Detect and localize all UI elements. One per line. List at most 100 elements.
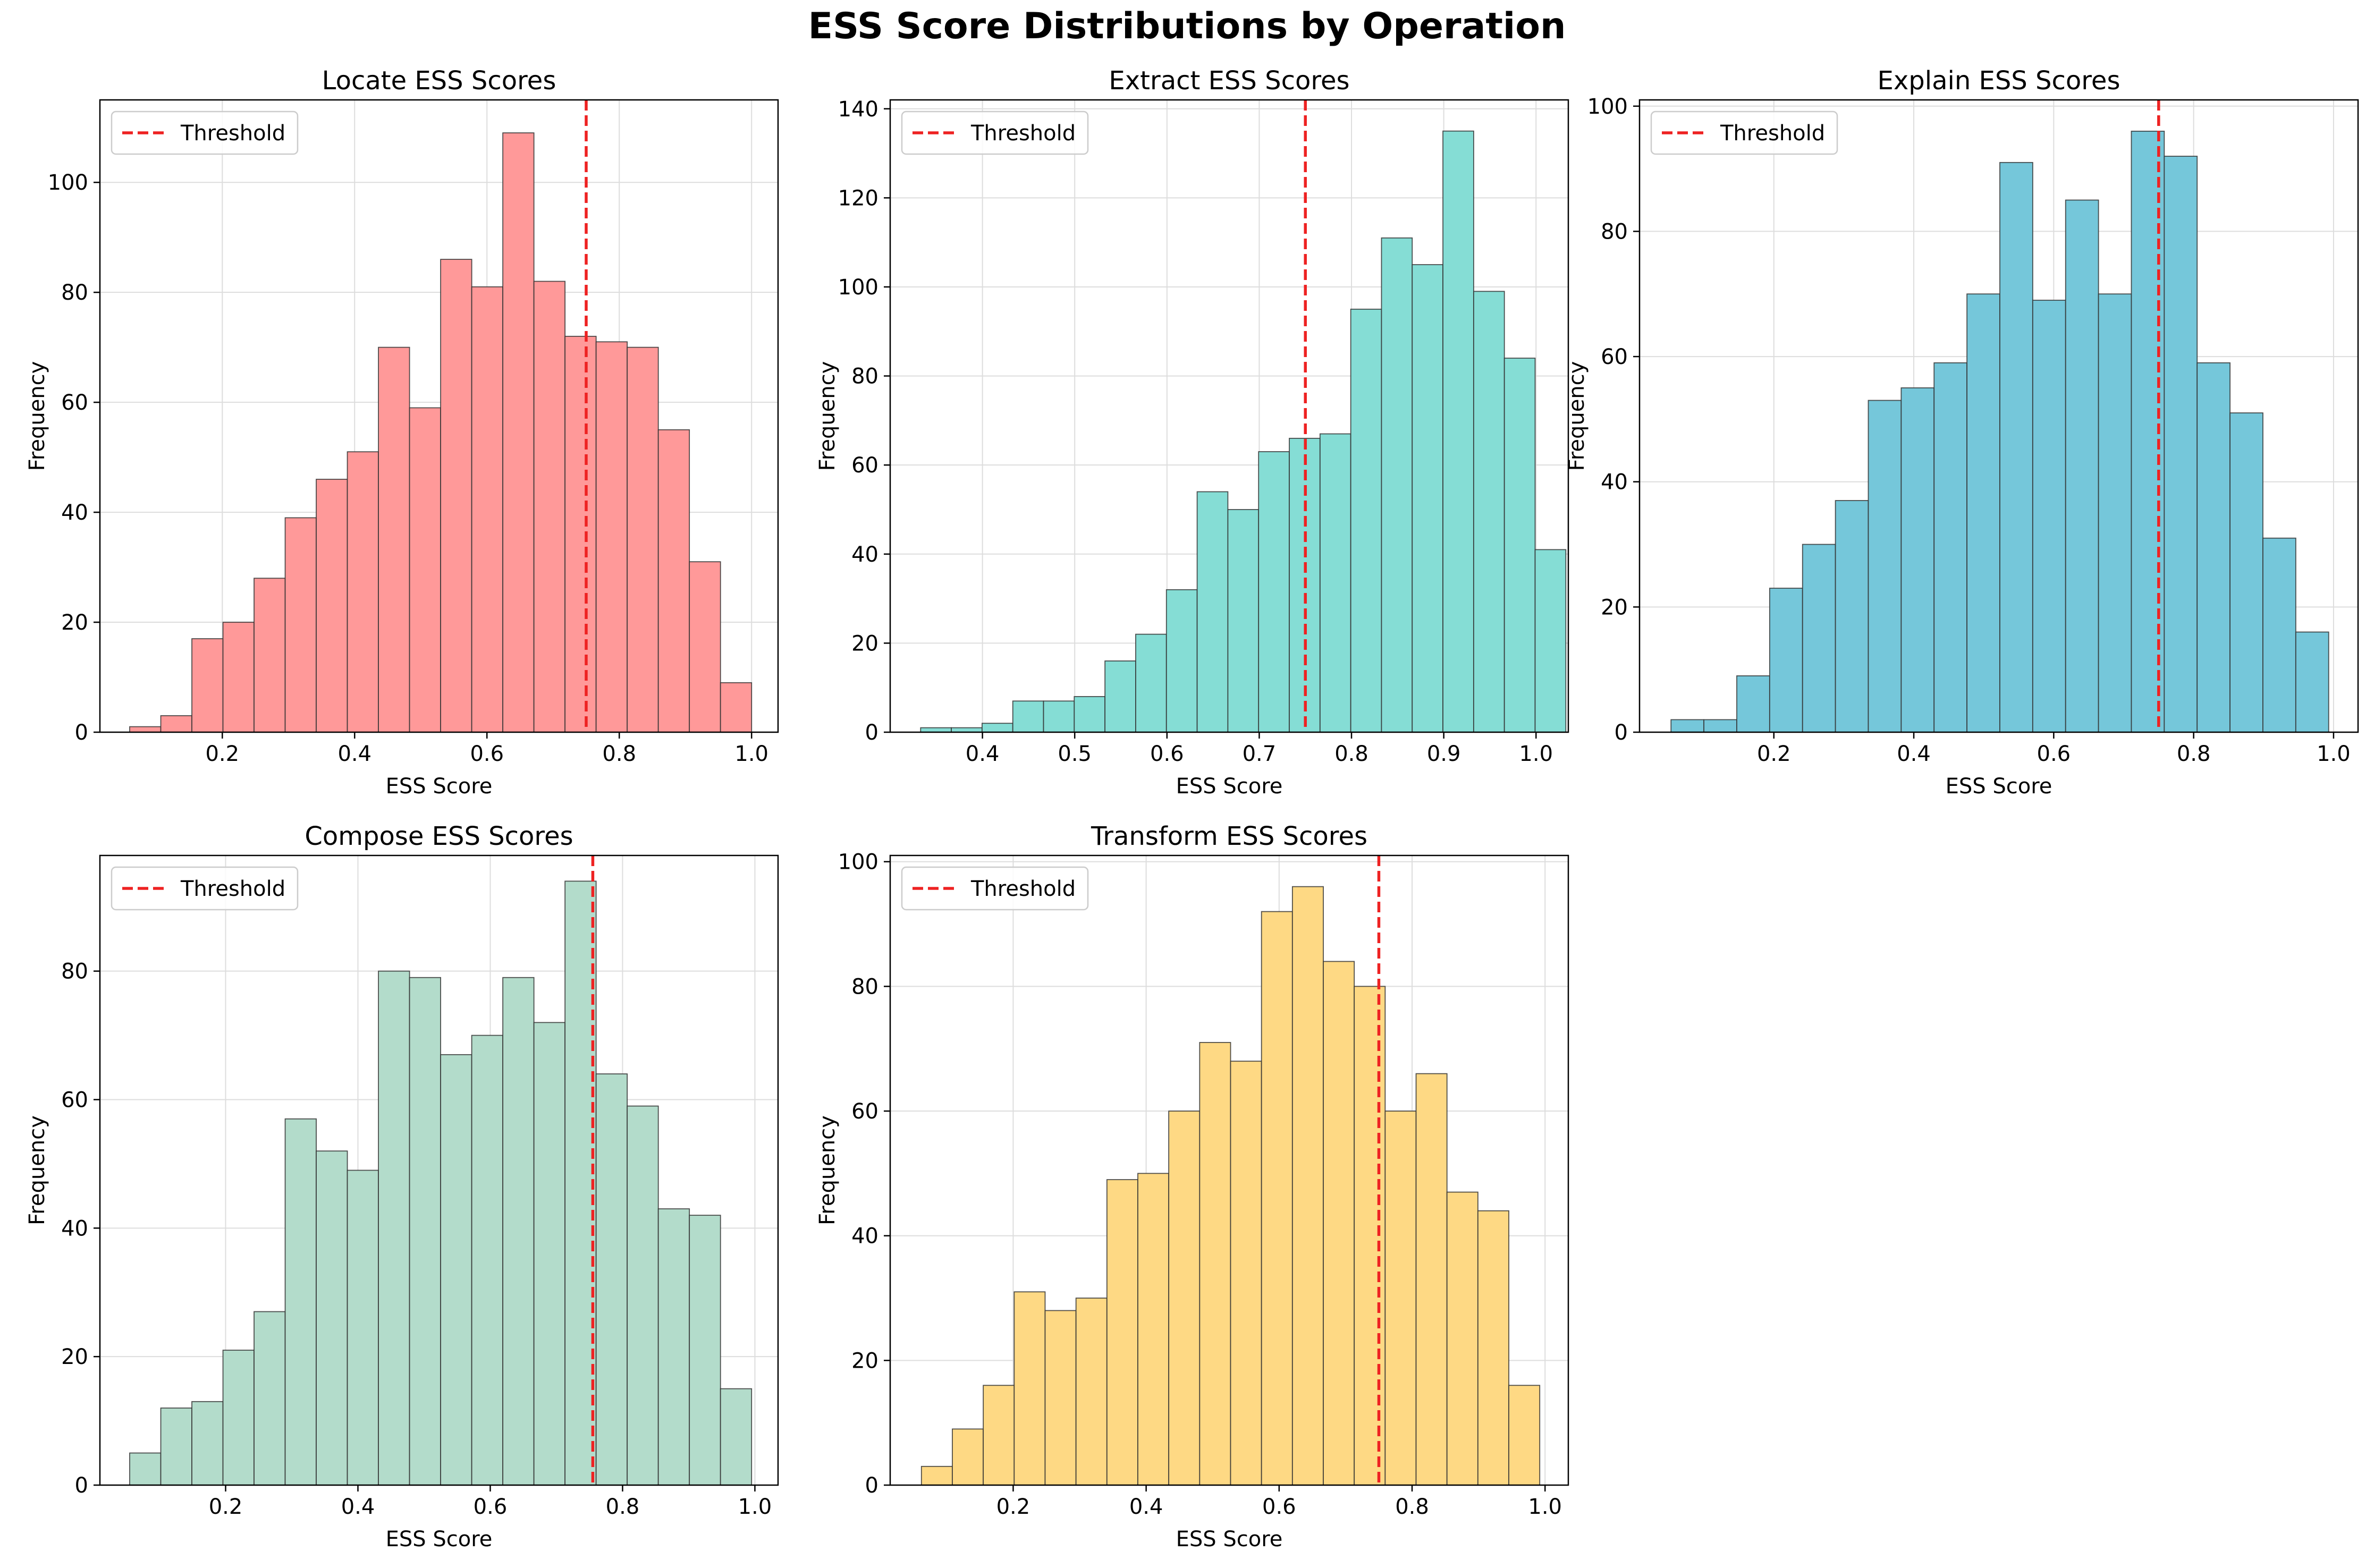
y-tick-label: 100 — [1587, 95, 1628, 119]
histogram-bar — [595, 1073, 628, 1486]
histogram-bar — [1442, 130, 1474, 733]
x-tick-label: 0.8 — [1395, 1495, 1429, 1519]
y-axis-label: Frequency — [25, 1115, 49, 1225]
legend-box — [901, 866, 1089, 911]
histogram-bar — [983, 1385, 1015, 1486]
histogram-bar — [1477, 1210, 1509, 1486]
histogram-bar — [1106, 1179, 1138, 1486]
x-tick-label: 0.2 — [205, 742, 239, 766]
y-tick-label: 80 — [61, 281, 88, 305]
histogram-bar — [595, 341, 628, 733]
legend-label: Threshold — [970, 121, 1076, 146]
x-tick-label: 0.4 — [341, 1495, 375, 1519]
histogram-bar — [254, 578, 286, 733]
chart-title: Compose ESS Scores — [305, 821, 573, 851]
histogram-bar — [564, 880, 597, 1486]
y-axis-label: Frequency — [815, 1115, 840, 1225]
y-tick-label: 0 — [865, 721, 878, 745]
histogram-bar — [952, 1428, 984, 1486]
chart-panel-1: 0.2 0.4 0.6 0.8 1.0 0 20 40 60 80 100 Locate ESS Sc… — [25, 66, 779, 799]
y-tick-label: 60 — [61, 1088, 88, 1112]
histogram-bar — [2229, 412, 2263, 733]
histogram-bar — [471, 1035, 504, 1486]
histogram-bar — [1196, 491, 1229, 733]
histogram-bar — [2065, 199, 2099, 733]
histogram-bar — [1291, 886, 1324, 1486]
x-tick-label: 0.8 — [1334, 742, 1368, 766]
x-tick-label: 0.5 — [1058, 742, 1092, 766]
x-axis-label: ESS Score — [1176, 774, 1283, 799]
histogram-bar — [1769, 588, 1803, 733]
histogram-bar — [627, 1105, 659, 1486]
x-tick-label: 0.7 — [1243, 742, 1277, 766]
legend-box — [901, 111, 1089, 155]
y-tick-label: 60 — [851, 453, 878, 478]
legend: Threshold — [901, 866, 1089, 911]
histogram-bar — [1350, 308, 1382, 733]
y-tick-label: 80 — [1601, 219, 1628, 244]
histogram-bar — [1508, 1385, 1541, 1486]
y-tick-label: 40 — [1601, 470, 1628, 495]
histogram-bar — [1473, 291, 1505, 733]
histogram-bar — [1736, 675, 1770, 733]
histogram-bar — [254, 1311, 286, 1486]
histogram-bar — [1933, 362, 1968, 733]
chart-panel-5: 0.2 0.4 0.6 0.8 1.0 0 20 40 60 80 100 Transform ESS… — [815, 821, 1569, 1552]
x-axis-label: ESS Score — [1176, 1527, 1283, 1552]
histogram-bar — [409, 407, 442, 733]
histogram-bar — [129, 1452, 162, 1486]
histogram-bar — [502, 977, 535, 1486]
histogram-bar — [1384, 1111, 1417, 1486]
histogram-bar — [533, 1022, 566, 1486]
histogram-bar — [1044, 1310, 1077, 1486]
histogram-bar — [160, 715, 192, 733]
axes-frame — [889, 854, 1569, 1486]
histogram-bar — [1446, 1191, 1479, 1486]
legend-label: Threshold — [180, 121, 285, 146]
x-tick-label: 1.0 — [734, 742, 768, 766]
x-tick-label: 0.4 — [966, 742, 1000, 766]
legend: Threshold — [111, 866, 299, 911]
legend-label: Threshold — [180, 877, 285, 901]
x-tick-label: 0.4 — [1897, 742, 1931, 766]
histogram-bar — [2262, 537, 2296, 733]
histogram-bar — [378, 346, 410, 733]
histogram-bar — [982, 723, 1013, 733]
y-tick-label: 40 — [851, 1224, 878, 1249]
histogram-bar — [1703, 719, 1737, 733]
y-axis-label: Frequency — [25, 361, 49, 471]
y-tick-label: 60 — [851, 1099, 878, 1124]
histogram-bar — [284, 1118, 317, 1486]
y-tick-label: 100 — [838, 275, 878, 300]
y-axis-label: Frequency — [1565, 361, 1589, 471]
y-tick-label: 40 — [61, 1216, 88, 1241]
y-tick-label: 60 — [61, 391, 88, 415]
histogram-bar — [1868, 400, 1902, 733]
legend-label: Threshold — [1720, 121, 1825, 146]
histogram-bar — [657, 429, 690, 733]
histogram-bar — [1900, 387, 1935, 733]
y-tick-label: 0 — [1615, 721, 1628, 745]
histogram-bar — [284, 517, 317, 733]
histogram-bar — [222, 622, 255, 733]
axes-frame — [99, 99, 779, 733]
y-tick-label: 40 — [61, 501, 88, 525]
histogram-bar — [160, 1407, 192, 1486]
x-axis-label: ESS Score — [386, 774, 493, 799]
histogram-bar — [471, 286, 504, 733]
x-tick-label: 0.6 — [1262, 1495, 1296, 1519]
histogram-bar — [1835, 500, 1869, 733]
x-tick-label: 0.2 — [996, 1495, 1030, 1519]
histogram-bar — [657, 1208, 690, 1486]
histogram-bar — [316, 479, 348, 733]
x-tick-label: 0.9 — [1427, 742, 1461, 766]
y-tick-label: 80 — [61, 960, 88, 984]
chart-title: Extract ESS Scores — [1109, 66, 1349, 96]
histogram-bar — [564, 336, 597, 733]
x-axis-label: ESS Score — [386, 1527, 493, 1552]
histogram-bar — [347, 1169, 379, 1486]
legend: Threshold — [1650, 111, 1838, 155]
legend-box — [1650, 111, 1838, 155]
histogram-bar — [1227, 509, 1260, 733]
y-tick-label: 0 — [75, 1473, 88, 1498]
